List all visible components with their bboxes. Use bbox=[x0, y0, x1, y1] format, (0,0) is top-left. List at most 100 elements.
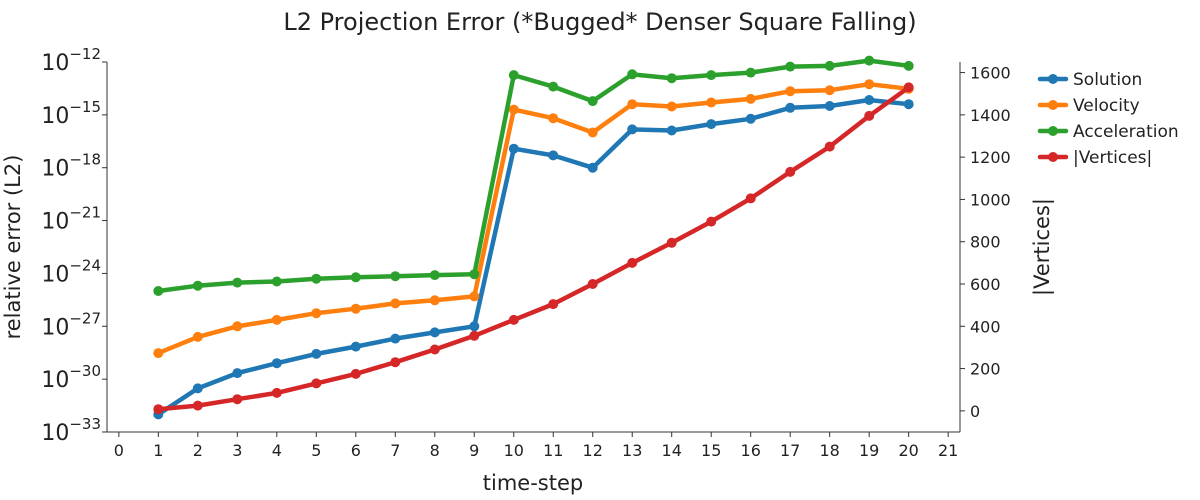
x-tick-label: 19 bbox=[859, 441, 879, 460]
data-point-velocity bbox=[587, 127, 598, 138]
data-point-acceleration bbox=[706, 70, 717, 81]
legend-item: Velocity bbox=[1037, 96, 1140, 116]
x-tick-label: 9 bbox=[469, 441, 479, 460]
data-point-velocity bbox=[350, 303, 361, 314]
series-solution bbox=[153, 95, 914, 420]
y-left-tick-label: 10−21 bbox=[41, 204, 101, 235]
data-point-solution bbox=[390, 333, 401, 344]
data-point-solution bbox=[903, 99, 914, 110]
data-point-solution bbox=[350, 341, 361, 352]
data-point-acceleration bbox=[429, 270, 440, 281]
x-axis-label: time-step bbox=[483, 471, 583, 495]
x-tick-label: 14 bbox=[662, 441, 682, 460]
data-point-vertices bbox=[508, 314, 519, 325]
data-point-velocity bbox=[864, 79, 875, 90]
data-point-acceleration bbox=[666, 73, 677, 84]
data-point-acceleration bbox=[587, 96, 598, 107]
data-point-acceleration bbox=[627, 69, 638, 80]
y-left-tick-label: 10−30 bbox=[41, 362, 101, 393]
data-point-vertices bbox=[311, 378, 322, 389]
data-point-vertices bbox=[903, 82, 914, 93]
data-point-velocity bbox=[232, 321, 243, 332]
data-point-solution bbox=[311, 348, 322, 359]
data-point-vertices bbox=[706, 216, 717, 227]
data-point-velocity bbox=[311, 308, 322, 319]
x-tick-label: 10 bbox=[504, 441, 524, 460]
series-vertices bbox=[153, 82, 914, 415]
data-point-vertices bbox=[785, 166, 796, 177]
data-point-acceleration bbox=[271, 276, 282, 287]
data-point-acceleration bbox=[153, 286, 164, 296]
legend-item: Solution bbox=[1037, 70, 1142, 90]
y-left-tick-label: 10−18 bbox=[41, 151, 101, 182]
data-point-vertices bbox=[429, 344, 440, 355]
series-acceleration bbox=[153, 55, 914, 296]
y-right-tick-label: 1400 bbox=[970, 106, 1011, 125]
data-point-solution bbox=[627, 124, 638, 135]
data-point-acceleration bbox=[548, 81, 559, 92]
series-line-velocity bbox=[156, 81, 911, 356]
y-right-tick-label: 600 bbox=[970, 275, 1001, 294]
data-point-acceleration bbox=[192, 280, 203, 291]
data-point-velocity bbox=[192, 331, 203, 342]
x-tick-label: 18 bbox=[820, 441, 840, 460]
data-point-velocity bbox=[469, 291, 480, 302]
data-point-velocity bbox=[745, 93, 756, 104]
y-left-tick-label: 10−33 bbox=[41, 415, 101, 446]
data-point-solution bbox=[745, 113, 756, 124]
data-point-velocity bbox=[824, 85, 835, 96]
data-point-solution bbox=[548, 150, 559, 161]
legend-label: Solution bbox=[1073, 70, 1142, 90]
data-point-acceleration bbox=[232, 277, 243, 288]
legend-swatch-marker bbox=[1048, 100, 1058, 110]
x-tick-label: 1 bbox=[153, 441, 163, 460]
legend-label: |Vertices| bbox=[1073, 148, 1152, 168]
data-point-velocity bbox=[390, 298, 401, 309]
data-point-velocity bbox=[508, 104, 519, 115]
data-point-velocity bbox=[785, 86, 796, 97]
data-point-solution bbox=[271, 358, 282, 369]
data-point-vertices bbox=[627, 257, 638, 268]
legend-item: |Vertices| bbox=[1037, 148, 1152, 168]
data-point-vertices bbox=[192, 400, 203, 411]
y-right-tick-label: 800 bbox=[970, 233, 1001, 252]
data-point-velocity bbox=[666, 101, 677, 112]
data-point-vertices bbox=[666, 237, 677, 248]
data-point-vertices bbox=[745, 193, 756, 204]
data-point-vertices bbox=[350, 368, 361, 379]
x-tick-label: 15 bbox=[701, 441, 721, 460]
y-left-tick-label: 10−27 bbox=[41, 309, 101, 340]
data-point-vertices bbox=[864, 110, 875, 121]
legend-swatch-marker bbox=[1048, 152, 1058, 162]
data-point-acceleration bbox=[508, 70, 519, 81]
data-point-velocity bbox=[706, 97, 717, 108]
y-right-tick-label: 0 bbox=[970, 402, 980, 421]
series-layer bbox=[153, 55, 914, 420]
data-point-solution bbox=[666, 125, 677, 136]
x-tick-label: 16 bbox=[741, 441, 761, 460]
data-point-acceleration bbox=[350, 272, 361, 283]
y-right-tick-label: 400 bbox=[970, 317, 1001, 336]
data-point-acceleration bbox=[469, 269, 480, 280]
chart-title: L2 Projection Error (*Bugged* Denser Squ… bbox=[283, 8, 916, 36]
x-tick-label: 2 bbox=[193, 441, 203, 460]
axes: 0 1 2 3 4 5 6 7 8 9 10 11 12 13 14 15 16 17 18 19 20 2110−331… bbox=[41, 45, 1010, 460]
legend-swatch-marker bbox=[1048, 126, 1058, 136]
data-point-solution bbox=[192, 383, 203, 394]
data-point-vertices bbox=[271, 387, 282, 398]
x-tick-label: 0 bbox=[114, 441, 124, 460]
legend-item: Acceleration bbox=[1037, 122, 1179, 142]
data-point-vertices bbox=[153, 404, 164, 415]
x-tick-label: 20 bbox=[898, 441, 918, 460]
legend-swatch-marker bbox=[1048, 74, 1058, 84]
x-tick-label: 13 bbox=[622, 441, 642, 460]
x-tick-label: 5 bbox=[311, 441, 321, 460]
data-point-solution bbox=[864, 95, 875, 105]
y-left-tick-label: 10−12 bbox=[41, 45, 101, 76]
data-point-velocity bbox=[153, 348, 164, 359]
data-point-acceleration bbox=[390, 271, 401, 282]
x-tick-label: 3 bbox=[232, 441, 242, 460]
x-tick-label: 4 bbox=[272, 441, 282, 460]
